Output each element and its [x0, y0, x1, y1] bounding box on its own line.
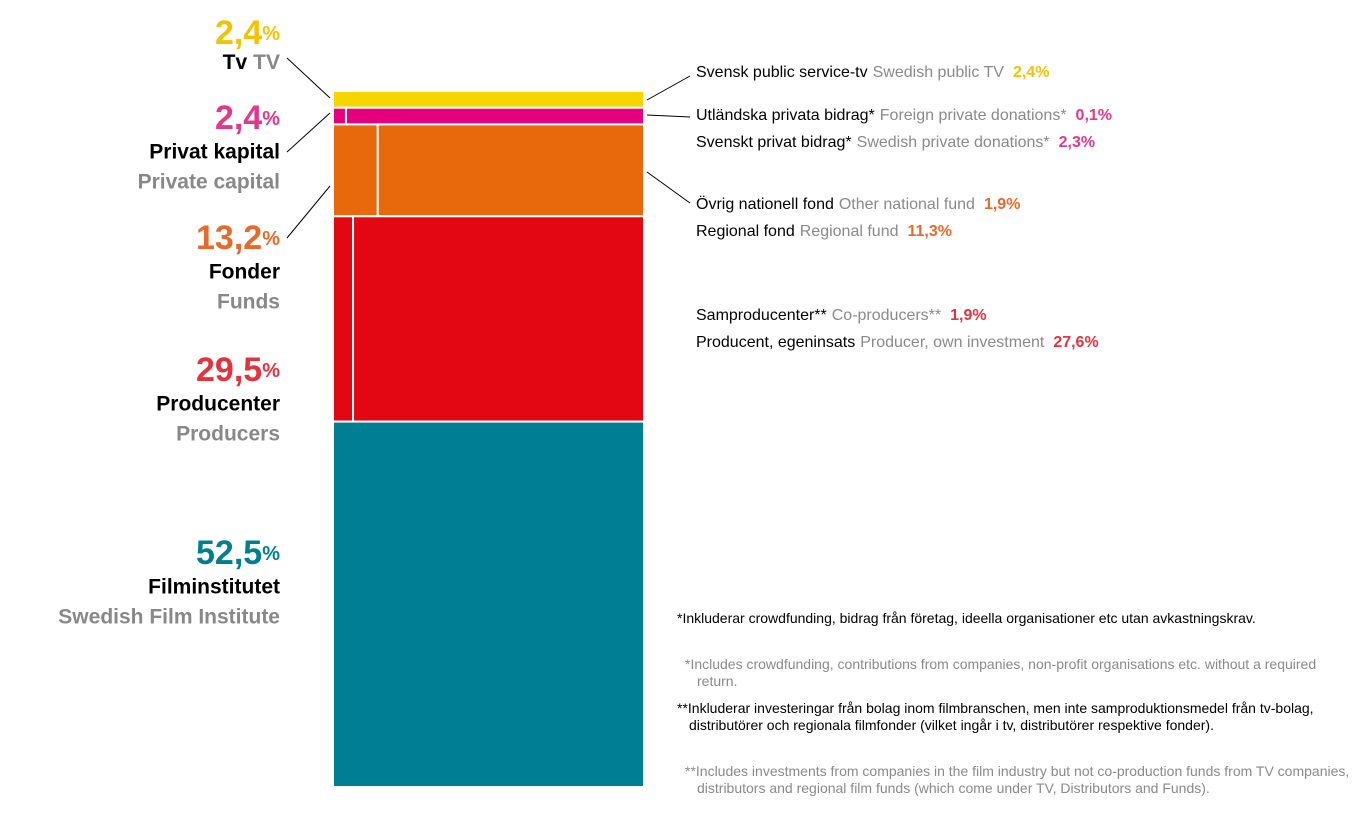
part-label: Samproducenter** Co-producers** 1,9% [696, 307, 987, 324]
part-value-label: 2,3% [1059, 134, 1095, 151]
value-unit: % [262, 543, 280, 565]
group-name-sv: Filminstitutet [148, 576, 280, 599]
value-number: 2,4 [215, 99, 262, 137]
value-unit: % [262, 23, 280, 45]
footnote: *Inkluderar crowdfunding, bidrag från fö… [677, 610, 1256, 626]
part-name-sv: Samproducenter** [696, 307, 827, 324]
bar-segment [344, 106, 645, 126]
bar-segment [332, 215, 355, 423]
part-label: Svenskt privat bidrag* Swedish private do… [696, 134, 1095, 151]
group-name-sv: Privat kapital [149, 141, 280, 164]
value-unit: % [262, 108, 280, 130]
part-label: Regional fond Regional fund 11,3% [696, 223, 952, 240]
leader-line [646, 75, 691, 101]
leader-line [646, 171, 691, 204]
group-name-sv: Tv [223, 51, 248, 74]
part-value-label: 2,4% [1013, 64, 1049, 81]
group-value-label: 2,4% [215, 99, 280, 137]
group-name-en: Private capital [138, 171, 280, 194]
value-number: 52,5 [196, 534, 262, 572]
part-name-en: Producer, own investment [860, 334, 1045, 351]
leader-line [286, 112, 331, 153]
value-number: 29,5 [196, 351, 262, 389]
group-name-sv: Producenter [156, 393, 280, 416]
part-name-sv: Regional fond [696, 223, 795, 240]
part-name-sv: Övrig nationell fond [696, 195, 834, 213]
part-name-sv: Producent, egeninsats [696, 334, 855, 351]
bar-segment [332, 106, 347, 126]
part-name-sv: Svenskt privat bidrag* [696, 134, 852, 151]
group-name-sv: Fonder [209, 261, 280, 284]
value-number: 13,2 [196, 219, 262, 257]
part-name-en: Foreign private donations* [880, 107, 1067, 124]
bar-segment [332, 90, 645, 109]
part-name-sv: Utländska privata bidrag* [696, 107, 875, 124]
part-value-label: 27,6% [1053, 334, 1098, 351]
part-value-label: 0,1% [1076, 107, 1112, 124]
bar-segment [332, 123, 379, 218]
group-name: Tv TV [223, 51, 280, 74]
part-name-en: Other national fund [839, 196, 975, 213]
group-name-en: TV [253, 51, 280, 74]
leader-line [646, 114, 691, 118]
bar-segment [352, 215, 645, 423]
group-name-en: Producers [176, 423, 280, 446]
leader-line [286, 57, 331, 99]
group-value-label: 29,5% [196, 351, 280, 389]
part-label: Utländska privata bidrag* Foreign private… [696, 107, 1112, 124]
part-value-label: 11,3% [908, 223, 952, 240]
part-name-en: Swedish private donations* [857, 134, 1050, 151]
part-label: Övrig nationell fond Other national fund 1… [696, 195, 1020, 213]
value-unit: % [262, 228, 280, 250]
footnote: **Includes investments from companies in… [685, 763, 1350, 796]
group-name-en: Swedish Film Institute [58, 606, 280, 629]
bar-segment [376, 123, 645, 218]
group-value-label: 52,5% [196, 534, 280, 572]
part-label: Producent, egeninsats Producer, own inves… [696, 334, 1099, 351]
footnote: **Inkluderar investeringar från bolag in… [677, 700, 1314, 733]
part-value-label: 1,9% [984, 196, 1020, 213]
leader-line [286, 185, 331, 239]
footnote: *Includes crowdfunding, contributions fr… [685, 656, 1317, 689]
group-value-label: 13,2% [196, 219, 280, 257]
value-unit: % [262, 360, 280, 382]
part-label: Svensk public service-tv Swedish public T… [696, 64, 1049, 81]
part-name-sv: Svensk public service-tv [696, 64, 868, 81]
group-name-en: Funds [217, 291, 280, 314]
value-number: 2,4 [215, 14, 262, 52]
part-name-en: Swedish public TV [873, 64, 1005, 81]
bar-segment [332, 420, 645, 788]
part-name-en: Co-producers** [832, 307, 941, 324]
part-name-en: Regional fund [800, 223, 899, 240]
group-value-label: 2,4% [215, 14, 280, 52]
part-value-label: 1,9% [950, 307, 986, 324]
